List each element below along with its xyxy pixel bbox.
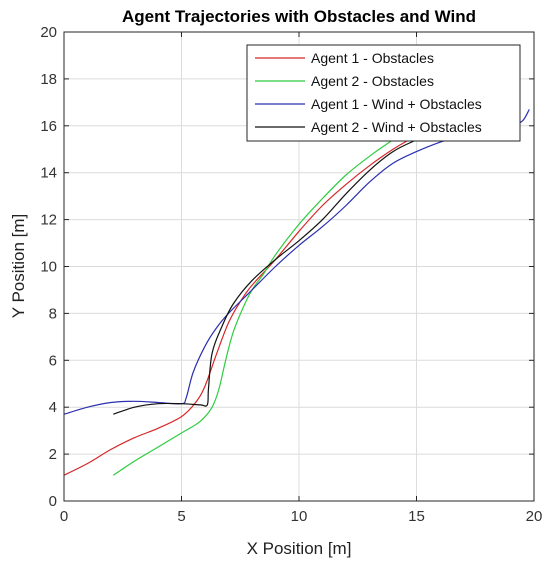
legend-label-3: Agent 1 - Wind + Obstacles xyxy=(311,96,482,112)
y-tick-label: 0 xyxy=(49,493,57,510)
chart-title: Agent Trajectories with Obstacles and Wi… xyxy=(122,7,476,26)
x-tick-label: 10 xyxy=(291,508,308,525)
x-tick-label: 15 xyxy=(408,508,425,525)
y-tick-label: 14 xyxy=(40,165,57,182)
legend: Agent 1 - Obstacles Agent 2 - Obstacles Ag… xyxy=(246,44,521,142)
x-tick-label: 5 xyxy=(177,508,185,525)
y-tick-label: 2 xyxy=(49,446,57,463)
x-tick-label: 20 xyxy=(526,508,543,525)
x-axis-label: X Position [m] xyxy=(247,539,352,558)
y-tick-label: 10 xyxy=(40,259,57,276)
y-axis-label: Y Position [m] xyxy=(9,214,28,319)
x-tick-label: 0 xyxy=(60,508,68,525)
y-tick-label: 6 xyxy=(49,352,57,369)
legend-label-4: Agent 2 - Wind + Obstacles xyxy=(311,119,482,135)
y-tick-label: 4 xyxy=(49,399,57,416)
legend-label-2: Agent 2 - Obstacles xyxy=(311,73,434,89)
legend-label-1: Agent 1 - Obstacles xyxy=(311,50,434,66)
y-tick-label: 18 xyxy=(40,71,57,88)
y-tick-label: 12 xyxy=(40,212,57,229)
ticks: 0 5 10 15 20 0 2 4 6 8 10 12 14 16 18 20 xyxy=(40,24,542,525)
y-tick-label: 16 xyxy=(40,118,57,135)
y-tick-label: 20 xyxy=(40,24,57,41)
y-tick-label: 8 xyxy=(49,305,57,322)
legend-box xyxy=(246,44,521,142)
